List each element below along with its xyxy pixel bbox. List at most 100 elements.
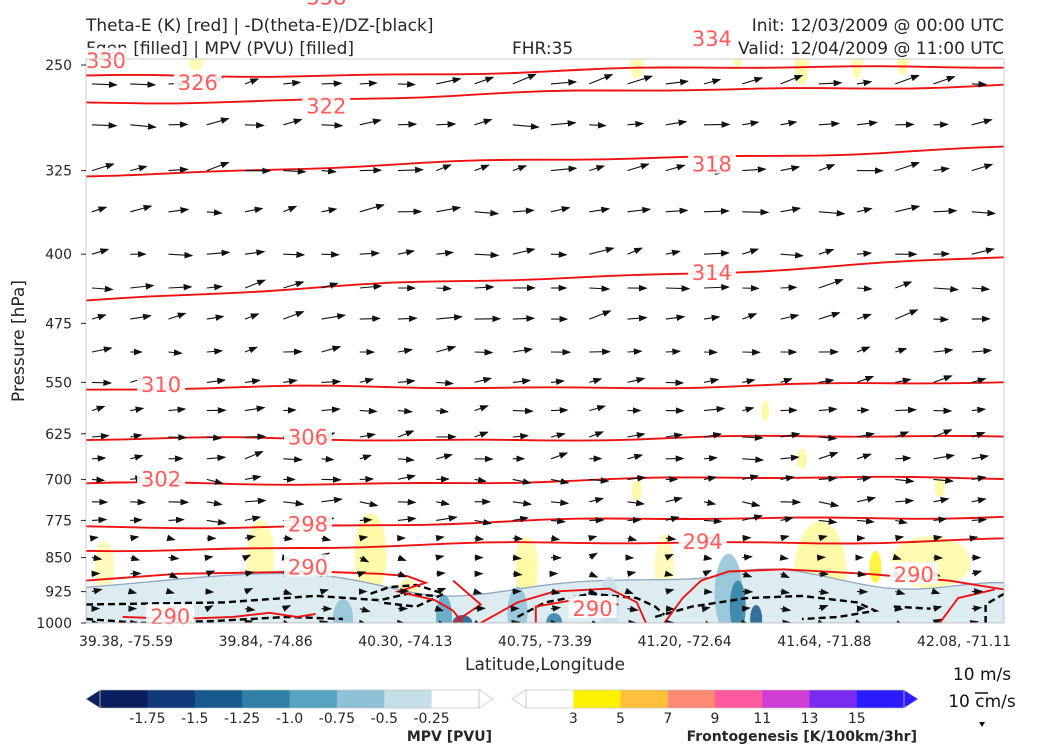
x-axis-ticks: 39.38, -75.59 39.84, -74.86 40.30, -74.13 4… <box>79 634 1011 650</box>
mpv-colorbar-title: MPV [PVU] <box>407 729 492 745</box>
wind-vector <box>321 406 341 413</box>
wind-vector <box>627 314 648 322</box>
y-axis-ticks: 250 325 400 475 550 625 700 775 850 925 1000 <box>36 58 86 632</box>
wind-vector <box>627 348 643 355</box>
wind-vector <box>168 554 180 562</box>
wind-vector <box>206 478 224 485</box>
wind-key-vertical-arrow <box>979 722 985 727</box>
wind-vector <box>856 496 877 503</box>
wind-vector <box>550 120 577 127</box>
wind-vector <box>856 120 878 127</box>
wind-vector <box>244 78 260 85</box>
wind-vector <box>397 498 417 506</box>
wind-vector <box>130 165 148 172</box>
wind-vector <box>204 605 214 613</box>
wind-vector <box>627 75 653 85</box>
wind-vector <box>359 555 370 563</box>
wind-vector <box>971 570 983 577</box>
wind-vector <box>780 378 793 385</box>
contour-label-bg <box>173 69 222 92</box>
wind-vector <box>818 79 843 87</box>
wind-key-horizontal: 10 m/s <box>953 665 1011 685</box>
wind-vector <box>665 314 686 321</box>
wind-vector <box>818 279 844 289</box>
wind-vector <box>588 535 598 542</box>
wind-vector <box>589 377 603 385</box>
x-axis-label: Latitude,Longitude <box>465 655 625 675</box>
mpv-region <box>333 598 354 623</box>
wind-vector <box>244 346 258 354</box>
wind-vector <box>933 477 954 484</box>
wind-vector <box>435 534 445 542</box>
mpv-region <box>750 604 763 623</box>
wind-vector <box>91 516 108 524</box>
theta-e-contour-label: 302 <box>141 468 181 492</box>
wind-vector <box>703 78 722 85</box>
wind-vector <box>474 518 492 526</box>
wind-vector <box>474 251 500 259</box>
y-tick-label: 325 <box>45 164 72 180</box>
frontogenesis-region <box>934 478 945 497</box>
wind-vector <box>244 534 256 542</box>
wind-vector <box>550 478 570 485</box>
dthetae-dz-contour <box>86 592 435 606</box>
wind-vector <box>703 207 730 215</box>
wind-vector <box>397 430 415 438</box>
theta-e-contour-label: 294 <box>683 530 723 554</box>
wind-vector <box>818 518 838 525</box>
wind-vector <box>971 475 987 482</box>
wind-vector <box>168 349 183 356</box>
wind-vector <box>359 250 380 257</box>
wind-vector <box>665 348 682 355</box>
wind-vector <box>628 47 646 49</box>
y-tick-label: 925 <box>45 585 72 601</box>
colorbar-segment <box>147 690 196 708</box>
wind-vector <box>397 80 416 88</box>
wind-vector <box>206 454 227 462</box>
contour-label-bg <box>283 554 332 577</box>
wind-vector <box>474 535 485 542</box>
wind-vector <box>283 535 294 542</box>
wind-vector <box>742 500 761 508</box>
colorbar-tick-label: -0.75 <box>319 711 355 727</box>
wind-vector <box>627 535 638 542</box>
wind-vector <box>933 285 959 293</box>
wind-vector <box>283 251 306 258</box>
colorbar-extend-left <box>85 689 101 709</box>
wind-vector <box>895 204 921 213</box>
wind-vector <box>436 249 454 257</box>
colorbar-tick-label: -1.0 <box>276 711 303 727</box>
y-tick-label: 400 <box>45 247 72 263</box>
wind-vector <box>321 313 346 320</box>
frontogenesis-region <box>869 550 882 583</box>
wind-vector <box>283 378 298 385</box>
wind-vector <box>895 588 906 596</box>
wind-vector <box>627 453 644 461</box>
wind-vector <box>243 587 254 595</box>
wind-vector <box>588 571 599 578</box>
wind-vector <box>703 620 713 623</box>
colorbar-segment <box>242 690 290 708</box>
wind-vector <box>550 588 561 596</box>
wind-vector <box>359 283 383 291</box>
contour-label-bg <box>283 511 332 534</box>
colorbar-tick-label: 7 <box>663 711 672 727</box>
wind-vector <box>703 377 720 385</box>
y-tick-label: 250 <box>45 58 72 74</box>
wind-vector <box>589 165 606 172</box>
wind-vector <box>818 164 836 172</box>
wind-vector <box>397 554 407 562</box>
wind-vector <box>168 434 188 441</box>
wind-vector <box>665 78 689 86</box>
wind-vector <box>742 571 753 578</box>
wind-vector <box>359 516 373 524</box>
theta-e-contour-label: 326 <box>178 71 218 95</box>
wind-vector <box>627 120 645 128</box>
wind-vector <box>434 605 444 612</box>
wind-vector <box>971 377 987 384</box>
wind-vector <box>91 405 106 412</box>
wind-vector <box>283 79 302 87</box>
wind-vector <box>779 554 789 561</box>
wind-vector <box>512 535 524 542</box>
